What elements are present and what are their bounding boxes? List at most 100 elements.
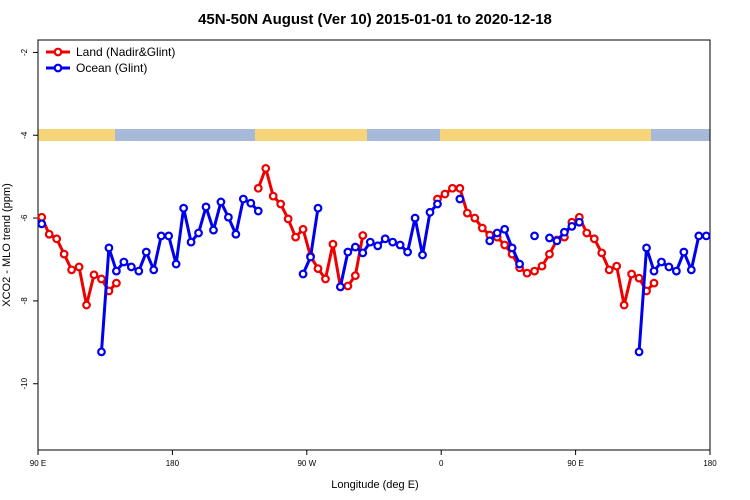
data-point (253, 183, 263, 193)
plot-frame (37, 39, 711, 451)
data-point (313, 264, 323, 274)
y-tick-label: -2 (20, 48, 29, 56)
data-point (395, 240, 405, 250)
data-point (492, 228, 502, 238)
data-point (97, 347, 106, 357)
data-point (164, 231, 174, 241)
data-point (373, 241, 383, 251)
data-point (209, 225, 218, 235)
data-point (500, 224, 510, 234)
data-point (642, 243, 651, 253)
data-point (89, 270, 99, 280)
data-point (321, 274, 330, 284)
data-point (111, 278, 121, 288)
x-tick-label: 90 E (567, 459, 583, 468)
data-point (619, 300, 629, 310)
ocean-strip (651, 129, 710, 141)
data-point (74, 262, 84, 272)
data-point (612, 261, 622, 271)
data-point (440, 189, 450, 199)
data-point (231, 229, 241, 239)
data-point (82, 300, 91, 310)
data-point (448, 183, 457, 193)
data-point (552, 236, 562, 246)
data-point (694, 231, 704, 241)
data-point (268, 191, 278, 201)
x-tick-label: 180 (703, 459, 717, 468)
x-tick-label: 90 E (30, 459, 46, 468)
data-point (462, 208, 472, 218)
data-point (649, 266, 659, 276)
data-point (403, 247, 413, 257)
data-point (418, 250, 427, 260)
data-point (306, 252, 315, 262)
data-point (380, 234, 390, 244)
data-point (149, 265, 159, 275)
data-point (67, 265, 76, 275)
data-point (141, 247, 151, 257)
data-point (433, 199, 442, 209)
land-strip (440, 129, 651, 141)
data-point (313, 203, 323, 213)
data-point (216, 197, 226, 207)
data-point (657, 257, 666, 267)
x-tick-label: 180 (166, 459, 180, 468)
chart-title: 45N-50N August (Ver 10) 2015-01-01 to 20… (198, 11, 552, 28)
data-point (634, 273, 644, 283)
data-point (194, 228, 203, 238)
land-strip (255, 129, 367, 141)
data-point (470, 213, 480, 223)
y-tick-label: -4 (20, 131, 29, 139)
data-point (104, 243, 114, 253)
data-point (545, 249, 554, 259)
ocean-strip (367, 129, 440, 141)
data-point (574, 217, 584, 227)
data-point (156, 231, 166, 241)
data-point (276, 199, 286, 209)
data-point (425, 207, 435, 217)
data-point (59, 249, 69, 259)
x-tick-label: 90 W (297, 459, 316, 468)
data-point (537, 261, 547, 271)
data-point (388, 237, 398, 247)
data-point (238, 194, 248, 204)
ocean-strip (115, 129, 255, 141)
data-point (455, 194, 465, 204)
data-point (343, 281, 353, 291)
data-point (126, 262, 136, 272)
data-point (179, 203, 189, 213)
data-point (350, 271, 360, 281)
data-point (111, 266, 121, 276)
data-point (477, 223, 487, 233)
legend-label: Land (Nadir&Glint) (76, 45, 175, 59)
data-point (261, 163, 271, 173)
data-point (365, 237, 375, 247)
data-point (664, 262, 674, 272)
data-point (358, 248, 368, 258)
legend-label: Ocean (Glint) (76, 61, 147, 75)
data-point (582, 228, 592, 238)
data-point (246, 198, 256, 208)
data-point (171, 259, 181, 269)
data-point (522, 268, 532, 278)
map-strip (38, 129, 710, 141)
data-point (223, 212, 233, 222)
data-point (253, 206, 263, 216)
data-point (634, 347, 644, 357)
data-point (298, 269, 308, 279)
data-point (328, 239, 338, 249)
x-tick-label: 0 (439, 459, 444, 468)
data-point (291, 232, 301, 242)
data-point (97, 274, 106, 284)
data-point (44, 229, 54, 239)
data-point (283, 214, 293, 224)
data-point (672, 266, 681, 276)
y-axis-label: XCO2 - MLO trend (ppm) (1, 183, 13, 306)
data-point (560, 227, 569, 237)
data-point (119, 257, 129, 267)
land-strip (38, 129, 115, 141)
data-point (134, 266, 144, 276)
y-tick-label: -6 (20, 214, 29, 222)
